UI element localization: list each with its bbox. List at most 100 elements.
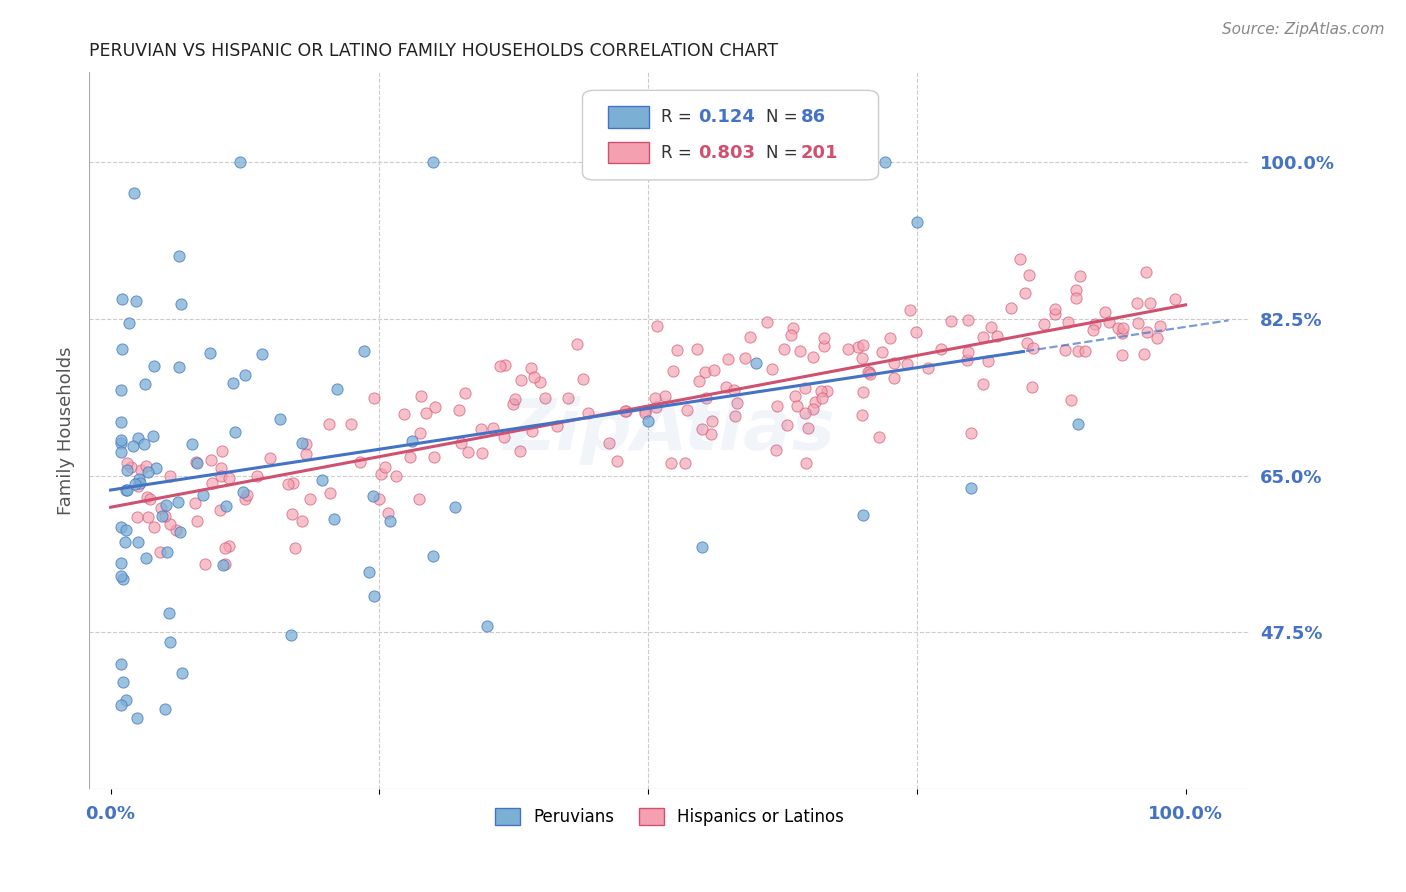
Point <box>846 340 869 354</box>
Point <box>725 396 748 410</box>
Point <box>960 425 983 440</box>
Point <box>111 342 134 356</box>
Point <box>150 508 173 523</box>
Point <box>883 371 905 385</box>
Point <box>1017 335 1039 350</box>
Point <box>614 403 637 417</box>
Point <box>534 391 557 405</box>
Text: R =: R = <box>661 108 697 126</box>
Point <box>852 508 875 522</box>
Point <box>482 421 505 435</box>
Point <box>1146 331 1168 345</box>
Point <box>357 566 380 580</box>
Point <box>378 514 401 528</box>
Point <box>690 541 713 555</box>
Point <box>294 437 316 451</box>
Point <box>578 405 600 419</box>
Point <box>509 443 531 458</box>
Point <box>744 356 766 370</box>
Point <box>291 436 314 450</box>
Point <box>127 431 149 445</box>
Point <box>470 422 492 436</box>
Point <box>409 426 432 441</box>
Point <box>1054 343 1077 357</box>
Point <box>859 368 882 382</box>
Point <box>143 359 166 373</box>
Point <box>572 372 595 386</box>
Point <box>117 463 139 477</box>
Point <box>214 557 236 571</box>
Point <box>879 331 901 345</box>
Point <box>1000 301 1022 316</box>
Point <box>122 439 145 453</box>
Point <box>110 569 132 583</box>
Point <box>159 516 181 531</box>
Point <box>659 456 682 470</box>
Point <box>972 330 994 344</box>
Point <box>614 404 637 418</box>
Point <box>883 356 905 370</box>
Point <box>1010 252 1032 267</box>
Point <box>209 460 232 475</box>
Point <box>284 541 307 555</box>
Point <box>142 520 165 534</box>
Point <box>695 365 717 379</box>
Point <box>129 475 152 490</box>
Point <box>110 415 132 429</box>
Point <box>510 373 533 387</box>
Text: PERUVIAN VS HISPANIC OR LATINO FAMILY HOUSEHOLDS CORRELATION CHART: PERUVIAN VS HISPANIC OR LATINO FAMILY HO… <box>89 42 778 60</box>
Point <box>1069 269 1091 284</box>
Point <box>1064 291 1087 305</box>
Point <box>114 483 136 497</box>
Point <box>1083 323 1105 337</box>
Point <box>868 430 890 444</box>
Point <box>165 523 187 537</box>
Point <box>218 471 240 485</box>
Point <box>277 477 299 491</box>
Point <box>986 329 1008 343</box>
Point <box>323 512 346 526</box>
Point <box>134 376 156 391</box>
Point <box>673 456 696 470</box>
Point <box>957 344 980 359</box>
Point <box>132 437 155 451</box>
Point <box>851 351 873 365</box>
Point <box>813 331 835 345</box>
Point <box>125 710 148 724</box>
Point <box>159 469 181 483</box>
Point <box>148 545 170 559</box>
Point <box>503 392 526 407</box>
Point <box>1094 305 1116 319</box>
Point <box>761 362 783 376</box>
Point <box>1043 301 1066 316</box>
Y-axis label: Family Households: Family Households <box>58 347 75 515</box>
Text: 100.0%: 100.0% <box>1149 805 1223 823</box>
Point <box>702 414 724 428</box>
Point <box>294 447 316 461</box>
Point <box>765 399 787 413</box>
Point <box>125 510 148 524</box>
Point <box>529 375 551 389</box>
Point <box>634 403 657 417</box>
Point <box>977 354 1000 368</box>
Point <box>224 425 246 439</box>
Point <box>422 549 444 564</box>
Point <box>112 572 135 586</box>
Point <box>135 551 157 566</box>
Point <box>494 358 516 372</box>
Point <box>565 337 588 351</box>
Point <box>662 364 685 378</box>
Point <box>259 451 281 466</box>
Text: 0.124: 0.124 <box>699 108 755 126</box>
Point <box>1014 286 1036 301</box>
Text: R =: R = <box>661 144 697 161</box>
Point <box>852 338 875 352</box>
Text: 201: 201 <box>801 144 838 161</box>
Point <box>281 508 304 522</box>
Point <box>1064 284 1087 298</box>
Point <box>218 539 240 553</box>
Point <box>169 360 191 375</box>
Point <box>633 405 655 419</box>
Point <box>801 351 824 365</box>
Point <box>111 293 134 307</box>
